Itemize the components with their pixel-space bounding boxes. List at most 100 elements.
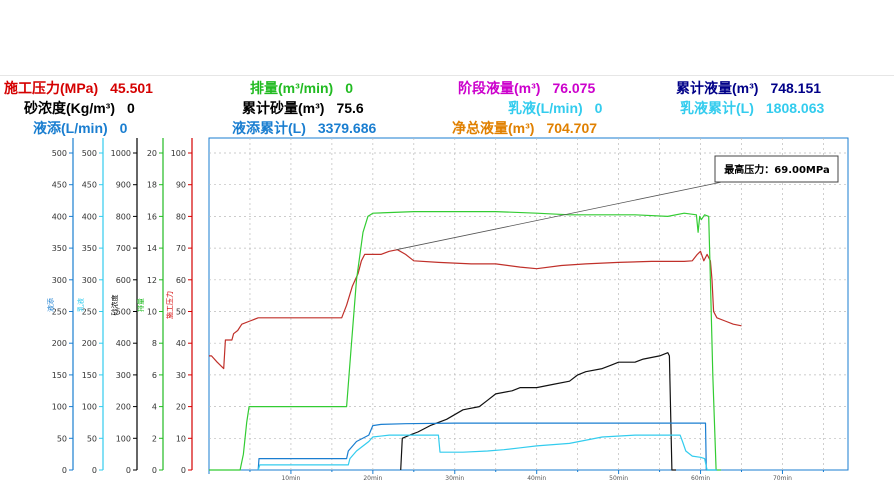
y-tick-label: 50 (87, 434, 97, 443)
y-tick-label: 300 (52, 276, 67, 285)
y-tick-label: 350 (52, 244, 67, 253)
y-tick-label: 150 (52, 371, 67, 380)
metric-value: 0 (127, 100, 135, 116)
y-tick-label: 50 (57, 434, 67, 443)
series-line-pressure (209, 249, 742, 370)
annotation-text: 最高压力：69.00MPa (724, 163, 829, 176)
y-tick-label: 14 (147, 244, 157, 253)
y-tick-label: 200 (116, 403, 131, 412)
y-tick-label: 6 (152, 371, 157, 380)
metric-stage-fluid: 阶段液量(m³) 76.075 (458, 79, 595, 97)
y-tick-label: 500 (52, 149, 67, 158)
metric-value: 45.501 (110, 80, 153, 96)
metric-label: 液添累计(L) (232, 120, 306, 136)
y-tick-label: 100 (171, 149, 186, 158)
metric-value: 0 (345, 80, 354, 96)
y-tick-label: 20 (176, 403, 186, 412)
y-tick-label: 12 (147, 276, 157, 285)
series-line-additive (257, 422, 717, 471)
x-tick-label: 20min (363, 475, 382, 482)
y-tick-label: 450 (82, 181, 97, 190)
x-tick-label: 70min (773, 475, 792, 482)
y-tick-label: 500 (82, 149, 97, 158)
y-tick-label: 500 (116, 308, 131, 317)
header-divider (0, 75, 894, 76)
metric-label: 乳液(L/min) (508, 100, 583, 116)
metric-value: 76.075 (552, 80, 596, 96)
y-tick-label: 10 (176, 434, 186, 443)
y-axis-title-pressure-axis: 施工压力 (165, 291, 174, 319)
metric-value: 0 (594, 100, 603, 116)
x-tick-label: 30min (445, 475, 464, 482)
metric-construction-pressure: 施工压力(MPa) 45.501 (4, 79, 153, 97)
y-tick-label: 80 (176, 212, 186, 221)
y-axis-title-sand-axis: 砂浓度 (110, 295, 119, 316)
metric-label: 排量(m³/min) (250, 80, 334, 96)
y-tick-label: 90 (176, 181, 186, 190)
y-tick-label: 400 (52, 212, 67, 221)
y-tick-label: 70 (176, 244, 186, 253)
metric-cumulative-fluid: 累计液量(m³) 748.151 (676, 79, 821, 97)
y-tick-label: 10 (147, 308, 157, 317)
y-tick-label: 8 (152, 339, 157, 348)
metric-label: 乳液累计(L) (680, 100, 754, 116)
metric-value: 704.707 (546, 120, 598, 136)
annotation-box (714, 155, 839, 183)
metric-additive: 液添(L/min) 0 (33, 119, 127, 137)
metric-label: 施工压力(MPa) (4, 80, 99, 96)
y-axis-title-rate-axis: 排量 (136, 298, 145, 312)
y-tick-label: 600 (116, 276, 131, 285)
y-tick-label: 0 (92, 466, 97, 475)
metric-displacement: 排量(m³/min) 0 (250, 79, 353, 97)
x-tick-label: 60min (691, 475, 710, 482)
y-tick-label: 150 (82, 371, 97, 380)
y-tick-label: 250 (52, 308, 67, 317)
y-tick-label: 20 (147, 149, 157, 158)
y-tick-label: 0 (62, 466, 67, 475)
metric-emulsion-cumulative: 乳液累计(L) 1808.063 (680, 99, 824, 117)
y-tick-label: 200 (82, 339, 97, 348)
y-tick-label: 700 (116, 244, 131, 253)
metric-cumulative-sand: 累计砂量(m³) 75.6 (242, 99, 364, 117)
x-tick-label: 40min (527, 475, 546, 482)
metric-sand-concentration: 砂浓度(Kg/m³) 0 (24, 99, 135, 117)
y-tick-label: 900 (116, 181, 131, 190)
y-axis-title-additive-axis: 液添 (46, 298, 55, 312)
y-tick-label: 50 (176, 308, 186, 317)
metric-net-fluid: 净总液量(m³) 704.707 (452, 119, 597, 137)
y-axis-title-emulsion-axis: 乳液 (76, 298, 85, 312)
series-line-rate (209, 211, 721, 471)
y-tick-label: 40 (176, 339, 186, 348)
annotation-leader (396, 181, 723, 251)
y-tick-label: 0 (181, 466, 186, 475)
y-tick-label: 400 (82, 212, 97, 221)
y-tick-label: 16 (147, 212, 157, 221)
y-tick-label: 800 (116, 212, 131, 221)
plot-frame (208, 137, 849, 471)
y-tick-label: 100 (82, 403, 97, 412)
y-tick-label: 30 (176, 371, 186, 380)
metric-value: 1808.063 (765, 100, 825, 116)
x-tick-label: 10min (281, 475, 300, 482)
metric-value: 3379.686 (317, 120, 377, 136)
y-tick-label: 0 (152, 466, 157, 475)
metric-label: 净总液量(m³) (452, 120, 535, 136)
y-tick-label: 300 (116, 371, 131, 380)
x-tick-label: 50min (609, 475, 628, 482)
y-tick-label: 300 (82, 276, 97, 285)
metric-value: 748.151 (770, 80, 822, 96)
y-tick-label: 100 (116, 434, 131, 443)
y-tick-label: 200 (52, 339, 67, 348)
metric-value: 75.6 (336, 100, 364, 116)
y-tick-label: 18 (147, 181, 157, 190)
metric-label: 液添(L/min) (33, 120, 108, 136)
y-tick-label: 400 (116, 339, 131, 348)
y-tick-label: 4 (152, 403, 157, 412)
metric-additive-cumulative: 液添累计(L) 3379.686 (232, 119, 376, 137)
y-tick-label: 100 (52, 403, 67, 412)
y-tick-label: 1000 (111, 149, 131, 158)
metric-label: 砂浓度(Kg/m³) (24, 100, 115, 116)
metric-emulsion: 乳液(L/min) 0 (508, 99, 602, 117)
metric-value: 0 (119, 120, 128, 136)
